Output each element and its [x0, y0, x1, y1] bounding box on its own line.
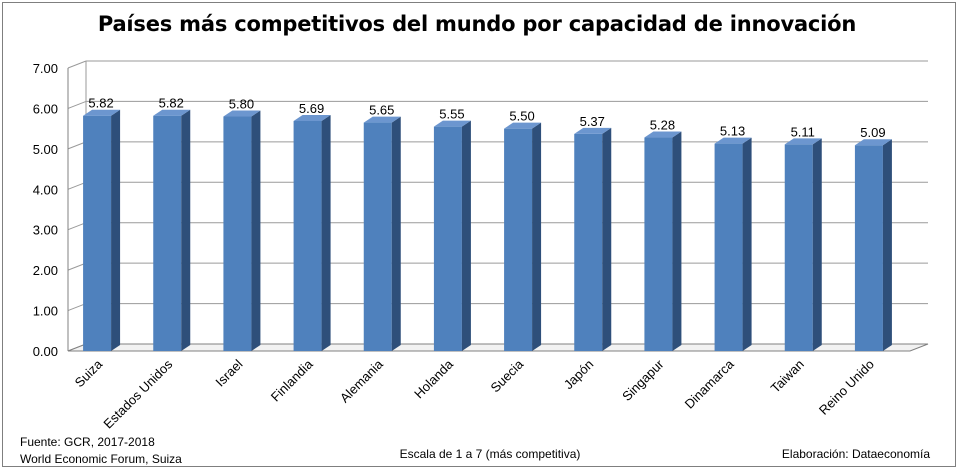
y-tick-label: 7.00: [33, 61, 58, 76]
bar: [784, 144, 813, 351]
bar-value-label: 5.37: [580, 114, 605, 129]
bar-value-label: 5.82: [88, 96, 113, 111]
bar-side: [111, 109, 121, 351]
y-tick-label: 2.00: [33, 263, 58, 278]
bar-value-label: 5.65: [369, 103, 394, 118]
bar: [644, 137, 673, 351]
bar-top: [433, 120, 471, 127]
bar-top: [293, 114, 331, 121]
x-tick-label: Israel: [212, 356, 245, 389]
scale-note: Escala de 1 a 7 (más competitiva): [399, 447, 581, 461]
bar-side: [742, 137, 752, 351]
bar-value-label: 5.50: [509, 109, 534, 124]
gridline-depth: [67, 222, 87, 231]
gridline-depth: [67, 100, 87, 109]
bar: [504, 128, 533, 351]
bar: [293, 120, 322, 351]
y-tick-label: 4.00: [33, 182, 58, 197]
bar: [574, 133, 603, 351]
bar-top: [714, 137, 752, 144]
x-tick-label: Japón: [561, 357, 597, 393]
bar-side: [391, 116, 401, 351]
source-line-2: World Economic Forum, Suiza: [20, 452, 182, 466]
bar-side: [321, 114, 331, 351]
bar-value-label: 5.09: [860, 125, 885, 140]
gridline-depth: [67, 60, 87, 69]
x-tick-label: Holanda: [411, 356, 456, 401]
y-tick-label: 6.00: [33, 101, 58, 116]
bar-value-label: 5.28: [650, 118, 675, 133]
chart-floor: [67, 343, 929, 352]
bar-value-label: 5.55: [439, 107, 464, 122]
bar-top: [784, 138, 822, 145]
bar-value-label: 5.11: [791, 124, 815, 139]
bar-side: [672, 131, 682, 351]
bar-top: [574, 127, 612, 134]
bar: [83, 115, 112, 351]
y-tick-label: 1.00: [33, 304, 58, 319]
gridline-depth: [67, 141, 87, 150]
bar-value-label: 5.69: [299, 101, 324, 116]
x-tick-label: Singapur: [619, 356, 667, 404]
bar-top: [153, 109, 191, 116]
bar-side: [251, 110, 261, 351]
gridline-depth: [67, 303, 87, 312]
bar-top: [504, 122, 542, 129]
bar-side: [461, 120, 471, 351]
bar-side: [181, 109, 191, 351]
bar: [433, 126, 462, 351]
gridline-depth: [67, 181, 87, 190]
bar-top: [83, 109, 121, 116]
bar-top: [223, 110, 261, 117]
bar: [363, 122, 392, 351]
credit-note: Elaboración: Dataeconomía: [781, 447, 930, 461]
bar-side: [882, 139, 892, 351]
y-tick-label: 3.00: [33, 223, 58, 238]
bar-value-label: 5.13: [720, 124, 745, 139]
bar-value-label: 5.82: [159, 96, 184, 111]
bar-side: [602, 127, 612, 351]
bar-side: [532, 122, 542, 352]
x-tick-label: Reino Unido: [816, 357, 877, 418]
x-tick-label: Suecia: [487, 356, 526, 395]
bar: [153, 115, 182, 351]
source-line-1: Fuente: GCR, 2017-2018: [20, 435, 155, 449]
x-tick-label: Dinamarca: [682, 356, 738, 412]
x-tick-label: Finlandia: [268, 356, 316, 404]
bar-top: [363, 116, 401, 123]
bar-value-label: 5.80: [229, 97, 254, 112]
bar: [223, 116, 252, 351]
y-tick-label: 5.00: [33, 142, 58, 157]
bar: [714, 143, 743, 351]
chart-title: Países más competitivos del mundo por ca…: [97, 12, 857, 36]
bar-top: [854, 139, 892, 146]
bar: [854, 145, 883, 351]
x-tick-label: Estados Unidos: [100, 356, 175, 431]
x-tick-label: Taiwan: [768, 357, 807, 396]
y-tick-label: 0.00: [33, 344, 58, 359]
bar-side: [812, 138, 822, 351]
x-tick-label: Alemania: [337, 356, 386, 405]
gridline-depth: [67, 262, 87, 271]
x-tick-label: Suiza: [72, 356, 106, 390]
bar-top: [644, 131, 682, 138]
